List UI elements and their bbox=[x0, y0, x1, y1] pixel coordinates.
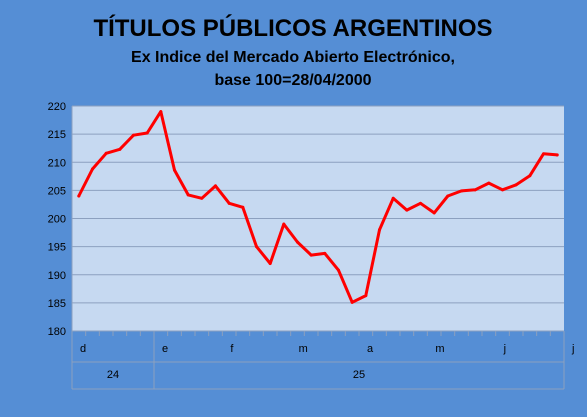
x-month-label: e bbox=[162, 343, 168, 355]
x-month-label: m bbox=[299, 343, 308, 355]
chart-subtitle-line-2: base 100=28/04/2000 bbox=[214, 72, 371, 89]
data-point bbox=[77, 194, 81, 198]
x-axis: d e f m a m j j 24 25 bbox=[71, 106, 574, 390]
gridlines bbox=[72, 105, 564, 332]
y-tick-label: 195 bbox=[48, 242, 66, 254]
data-point bbox=[337, 268, 340, 272]
x-month-label: j bbox=[571, 343, 574, 355]
data-point bbox=[501, 188, 504, 192]
y-tick-label: 200 bbox=[48, 214, 66, 226]
data-point bbox=[104, 151, 108, 155]
y-tick-label: 180 bbox=[48, 326, 66, 338]
y-axis-tick-labels: 180 185 190 195 200 205 210 215 220 bbox=[48, 101, 66, 338]
data-point bbox=[309, 253, 313, 257]
data-point bbox=[391, 196, 395, 200]
y-tick-label: 185 bbox=[48, 298, 66, 310]
data-point bbox=[91, 167, 94, 171]
chart-subtitle-line-1: Ex Indice del Mercado Abierto Electrónic… bbox=[131, 49, 455, 66]
data-point bbox=[173, 168, 176, 172]
y-tick-label: 205 bbox=[48, 185, 66, 197]
data-point bbox=[118, 147, 122, 151]
data-point bbox=[419, 201, 422, 205]
x-month-label: j bbox=[503, 343, 506, 355]
series-layer bbox=[77, 110, 559, 304]
data-point bbox=[405, 208, 409, 212]
data-point bbox=[432, 211, 436, 215]
x-month-label: a bbox=[367, 343, 374, 355]
data-point bbox=[145, 131, 149, 135]
data-point bbox=[186, 193, 190, 197]
y-tick-label: 210 bbox=[48, 157, 66, 169]
y-tick-label: 190 bbox=[48, 270, 66, 282]
data-point bbox=[528, 174, 532, 178]
data-point bbox=[378, 228, 381, 232]
data-point bbox=[487, 181, 491, 185]
data-point bbox=[296, 240, 299, 244]
data-point bbox=[200, 196, 204, 200]
data-point bbox=[542, 152, 545, 156]
data-point bbox=[241, 205, 245, 209]
series-line bbox=[77, 110, 559, 304]
data-point bbox=[282, 222, 286, 226]
data-point bbox=[268, 262, 272, 265]
y-tick-label: 220 bbox=[48, 101, 66, 113]
data-point bbox=[323, 251, 327, 255]
data-point bbox=[350, 300, 354, 304]
data-point bbox=[555, 153, 559, 157]
x-year-label: 24 bbox=[107, 369, 119, 381]
x-year-label: 25 bbox=[353, 369, 365, 381]
data-point bbox=[473, 188, 477, 192]
y-tick-label: 215 bbox=[48, 129, 66, 141]
data-point bbox=[364, 294, 368, 298]
data-point bbox=[460, 189, 463, 193]
data-point bbox=[132, 133, 135, 137]
x-month-label: m bbox=[435, 343, 444, 355]
data-point bbox=[514, 183, 518, 187]
chart-title: TÍTULOS PÚBLICOS ARGENTINOS bbox=[93, 14, 492, 42]
data-point bbox=[255, 245, 258, 249]
data-point bbox=[227, 201, 231, 205]
data-point bbox=[446, 194, 450, 198]
x-month-label: d bbox=[80, 343, 86, 355]
data-point bbox=[159, 110, 163, 114]
x-month-label: f bbox=[230, 343, 234, 355]
data-point bbox=[214, 184, 217, 188]
